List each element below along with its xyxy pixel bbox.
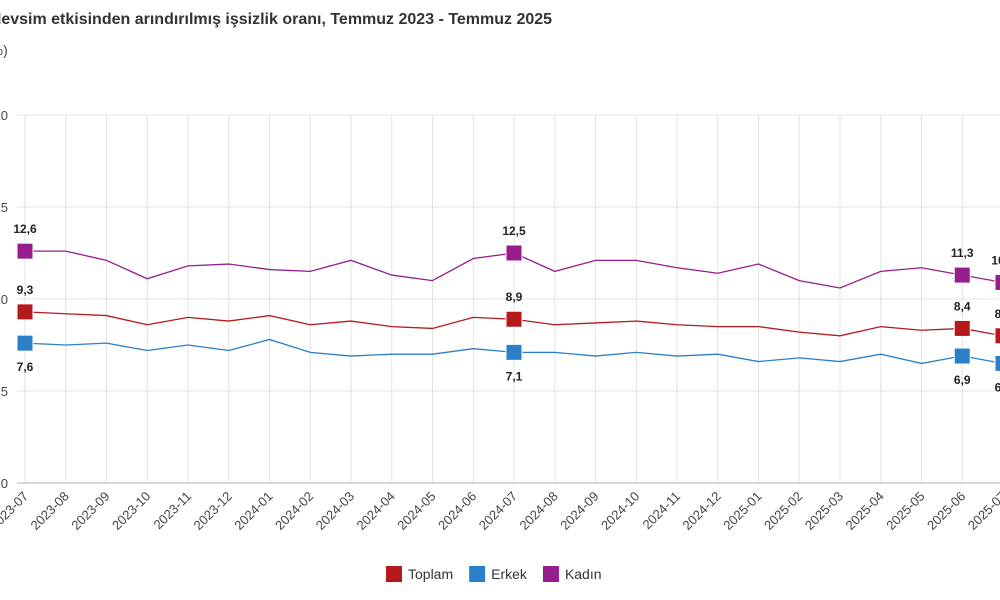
x-tick-label: 2025-06 bbox=[924, 489, 968, 533]
data-label: 6,5 bbox=[995, 380, 1000, 394]
x-tick-label: 2024-03 bbox=[313, 489, 357, 533]
legend-label-erkek: Erkek bbox=[491, 566, 528, 582]
data-point-marker bbox=[994, 273, 1000, 291]
data-point-marker bbox=[994, 354, 1000, 372]
data-label: 9,3 bbox=[17, 283, 34, 297]
data-label: 8,9 bbox=[506, 290, 523, 304]
data-label: 10,9 bbox=[991, 253, 1000, 267]
x-tick-label: 2023-11 bbox=[150, 489, 194, 533]
data-label: 8,4 bbox=[954, 299, 971, 313]
data-label: 7,6 bbox=[17, 360, 34, 374]
data-point-marker bbox=[953, 347, 971, 365]
data-label: 12,6 bbox=[13, 222, 37, 236]
x-tick-label: 2025-02 bbox=[761, 489, 805, 533]
data-label: 8,0 bbox=[995, 307, 1000, 321]
x-tick-label: 2024-08 bbox=[517, 489, 561, 533]
data-point-marker bbox=[505, 244, 523, 262]
x-tick-label: 2024-10 bbox=[598, 489, 642, 533]
legend-swatch-kadın bbox=[542, 566, 559, 582]
x-tick-label: 2024-12 bbox=[680, 489, 724, 533]
y-tick-label: 15 bbox=[0, 200, 8, 215]
y-axis-label: (%) bbox=[0, 42, 8, 58]
data-label: 11,3 bbox=[951, 246, 974, 260]
chart-title: Mevsim etkisinden arındırılmış işsizlik … bbox=[0, 11, 552, 28]
x-tick-label: 2024-06 bbox=[435, 489, 479, 533]
legend-swatch-erkek bbox=[469, 566, 486, 582]
x-tick-label: 2025-03 bbox=[802, 489, 846, 533]
data-point-marker bbox=[16, 334, 34, 352]
y-tick-label: 10 bbox=[0, 292, 8, 307]
data-label: 6,9 bbox=[954, 373, 971, 387]
x-tick-label: 2023-07 bbox=[0, 489, 31, 533]
x-tick-label: 2025-04 bbox=[843, 489, 887, 533]
data-point-marker bbox=[505, 343, 523, 361]
data-point-marker bbox=[994, 327, 1000, 345]
data-point-marker bbox=[953, 319, 971, 337]
x-tick-label: 2024-07 bbox=[476, 489, 520, 533]
y-tick-label: 0 bbox=[1, 476, 8, 491]
legend-label-toplam: Toplam bbox=[408, 566, 453, 582]
data-point-marker bbox=[953, 266, 971, 284]
y-tick-label: 5 bbox=[1, 384, 8, 399]
x-tick-label: 2023-10 bbox=[109, 489, 153, 533]
data-point-marker bbox=[16, 242, 34, 260]
data-point-marker bbox=[505, 310, 523, 328]
x-tick-label: 2023-12 bbox=[191, 489, 235, 533]
data-label: 12,5 bbox=[502, 224, 526, 238]
x-tick-label: 2023-09 bbox=[68, 489, 112, 533]
legend-swatch-toplam bbox=[386, 566, 402, 582]
x-tick-label: 2024-01 bbox=[231, 489, 275, 533]
x-tick-label: 2024-11 bbox=[639, 489, 683, 533]
series-lines: 9,3 8,9 8,4 8,0 7,6 7,1 6,9 6,5 12,6 12,5 11,3 10,9 bbox=[13, 222, 1000, 394]
x-tick-label: 2024-05 bbox=[394, 489, 438, 533]
legend-label-kadın: Kadın bbox=[565, 566, 602, 582]
grid: 2023-072023-082023-092023-102023-112023-… bbox=[0, 108, 1000, 533]
x-tick-label: 2025-05 bbox=[883, 489, 927, 533]
x-tick-label: 2024-02 bbox=[272, 489, 316, 533]
x-tick-label: 2024-04 bbox=[354, 489, 398, 533]
data-point-marker bbox=[16, 303, 34, 321]
y-tick-label: 20 bbox=[0, 108, 8, 123]
x-tick-label: 2025-01 bbox=[720, 489, 764, 533]
x-tick-label: 2025-07 bbox=[965, 489, 1000, 533]
x-tick-label: 2023-08 bbox=[28, 489, 72, 533]
data-label: 7,1 bbox=[506, 369, 523, 383]
legend: Toplam Erkek Kadın bbox=[386, 566, 602, 582]
x-tick-label: 2024-09 bbox=[557, 489, 601, 533]
